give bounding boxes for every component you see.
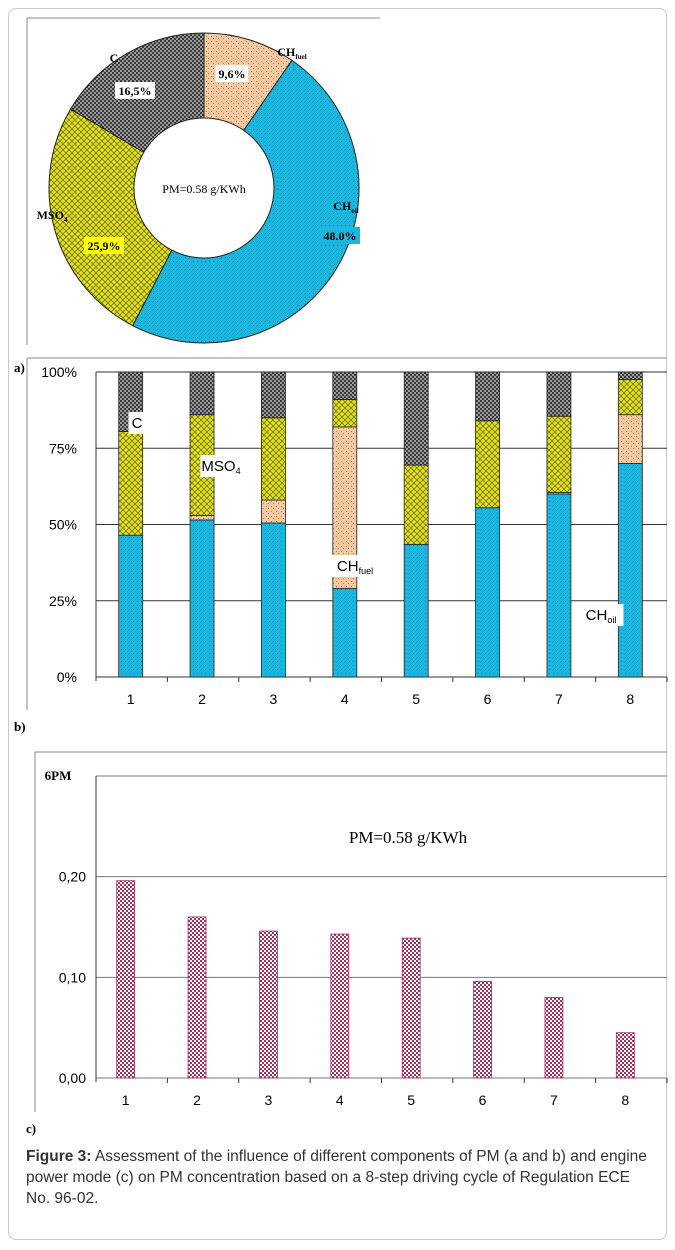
figure-frame [8,8,667,1240]
panel-b-label: b) [14,719,26,734]
bar-c [187,916,207,1079]
pie-value-label-ch-fuel: 9,6% [219,67,246,81]
x-tick-label-b: 5 [412,691,420,707]
series-label-box-ch-oil [578,604,624,626]
pie-slice-mso4 [48,108,173,327]
series-label-box-mso4 [200,455,242,477]
y-tick-label-b: 25% [49,593,77,609]
stack-segment-c [189,371,215,416]
chart-annotation-c: PM=0.58 g/KWh [349,828,468,847]
y-tick-label-b: 50% [49,517,77,533]
pie-value-label-ch-oil: 48.0% [324,229,357,243]
donut-chart: PM=0.58 g/KWh 9,6% CHfuel 48.0% CHoil 25,9% MS… [37,32,360,344]
x-tick-label-b: 7 [555,691,563,707]
x-tick-label-c: 2 [193,1092,201,1108]
stack-segment-ch-oil [617,463,643,678]
bar-chart: 0,00 0,10 0,20 6PM PM=0.58 g/KWh 1 2 3 4 5 6 7 8 [45,768,668,1108]
stack-segment-c [617,371,643,381]
stack-segment-mso4 [617,379,643,416]
x-tick-label-b: 4 [341,691,349,707]
stack-segment-ch-oil [118,534,144,678]
y-tick-label-c: 0,20 [59,869,86,885]
panel-c-label: c) [26,1121,36,1136]
stack-segment-c [546,371,572,417]
bar-c [544,997,564,1079]
bar-c [330,933,350,1079]
y-tick-label-c: 0,10 [59,969,86,985]
pie-value-label-mso4: 25,9% [88,239,121,253]
bar-c [473,980,492,1079]
x-tick-label-c: 6 [479,1092,487,1108]
bar-c [116,880,136,1079]
figure-caption: Figure 3: Assessment of the influence of… [26,1146,656,1209]
y-axis-label-c: 6PM [45,768,72,783]
caption-label: Figure 3: [26,1148,92,1165]
stack-segment-ch-oil [475,507,500,678]
pie-category-label-mso4: MSO4 [37,208,68,224]
stack-segment-c [403,371,429,466]
stack-segment-mso4 [403,464,429,545]
series-label-ch-fuel: CHfuel [337,558,373,576]
x-tick-label-c: 7 [550,1092,558,1108]
series-label-mso4: MSO4 [201,458,240,476]
pie-category-label-c: C [110,51,119,65]
stack-segment-ch-oil [403,543,429,678]
pie-category-label-ch-fuel: CHfuel [277,45,306,61]
caption-text: Assessment of the influence of different… [26,1148,647,1207]
x-tick-label-b: 8 [626,691,634,707]
stack-segment-c [332,371,358,400]
series-label-ch-oil: CHoil [586,607,617,625]
stack-segment-mso4 [261,417,286,501]
stack-segment-ch-fuel [261,499,286,524]
x-tick-label-c: 8 [621,1092,629,1108]
y-tick-label-c: 0,00 [59,1070,86,1086]
pie-category-label-ch-oil: CHoil [333,199,358,215]
pie-value-box-ch-oil [320,227,360,244]
pie-value-box-c [115,82,155,99]
stack-segment-ch-oil [546,493,572,678]
bar-c [259,930,278,1079]
stack-segment-ch-oil [261,522,286,678]
x-tick-label-c: 3 [265,1092,273,1108]
pie-slice-ch-oil [132,59,360,344]
stack-segment-ch-fuel [617,414,643,464]
stack-segment-c [475,371,500,422]
stack-segment-c [261,371,286,419]
y-tick-label-b: 0% [57,669,77,685]
series-label-c: C [132,415,143,432]
stack-segment-mso4 [332,399,358,428]
pie-value-box-ch-fuel [215,65,249,82]
x-tick-label-c: 5 [407,1092,415,1108]
stack-segment-mso4 [475,420,500,509]
x-tick-label-b: 6 [484,691,492,707]
y-tick-label-b: 75% [49,440,77,456]
stack-segment-ch-fuel [189,514,215,521]
pie-center-label: PM=0.58 g/KWh [162,182,245,196]
stack-segment-mso4 [118,431,144,536]
series-label-box-c [128,412,146,434]
stack-segment-ch-oil [332,588,358,678]
x-tick-label-c: 4 [336,1092,344,1108]
stacked-bar-chart: 0% 25% 50% 75% 100% 1 2 3 4 5 6 7 8 CHoil CHfuel MSO4 C [41,364,668,707]
bar-c [615,1032,635,1079]
pie-value-label-c: 16,5% [119,84,152,98]
stack-segment-ch-oil [189,519,215,678]
x-tick-label-b: 3 [270,691,278,707]
panel-a-label: a) [14,360,25,375]
x-tick-label-b: 2 [198,691,206,707]
stack-segment-mso4 [546,415,572,493]
bar-c [401,937,421,1079]
pie-value-box-mso4 [84,237,124,254]
x-tick-label-b: 1 [127,691,135,707]
series-label-box-ch-fuel [329,555,381,577]
y-tick-label-b: 100% [41,364,77,380]
x-tick-label-c: 1 [122,1092,130,1108]
